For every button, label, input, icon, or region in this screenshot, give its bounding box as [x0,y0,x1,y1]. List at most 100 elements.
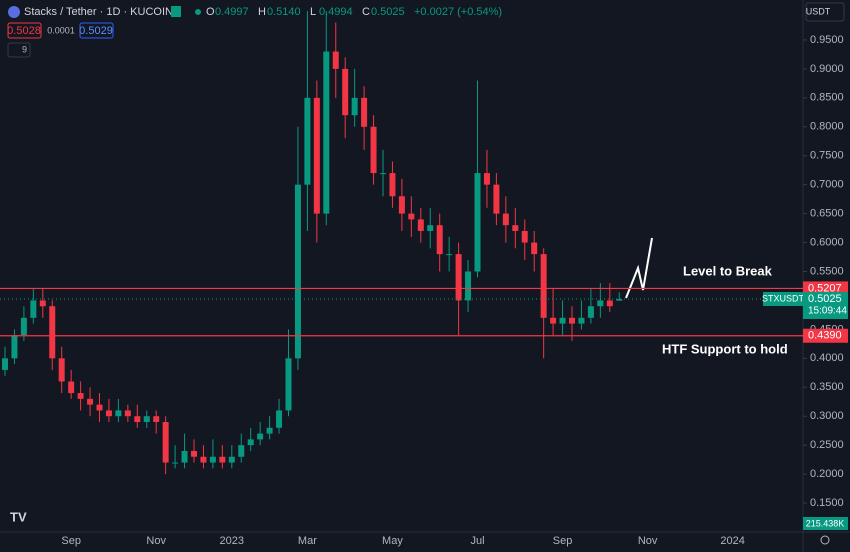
candle-body [266,427,273,434]
candle-body [134,416,141,423]
symbol-label: STXUSDT [762,293,805,303]
candle-body [20,317,27,336]
ohlc-value: 0.5140 [267,6,301,18]
market-flag[interactable] [171,6,181,17]
candle-body [455,254,462,301]
indicators-toggle[interactable] [7,42,31,58]
candle-body [96,404,103,411]
y-tick-label: 0.9000 [810,63,844,75]
ohlc-value: 0.4994 [319,6,353,18]
candle-body [380,173,386,175]
y-tick-label: 0.1500 [810,497,844,509]
indicators-count[interactable]: 9 [22,44,27,54]
level-tag [803,328,848,343]
symbol-title: Stacks / Tether · 1D · KUCOIN [24,6,173,18]
candle-body [550,317,557,324]
y-tick-label: 0.3500 [810,381,844,393]
candle-body [502,213,509,226]
candle-body [351,97,358,116]
ohlc-value: 0.4997 [215,6,249,18]
level-label: 0.4390 [808,330,842,342]
candle-body [30,300,37,318]
candle-body [493,184,500,214]
candle-body [162,422,169,463]
candle-body [521,230,528,243]
x-tick-label: Sep [61,535,81,547]
candle-body [77,393,84,399]
candle-body [483,173,490,185]
candle-body [39,300,46,307]
candle-body [540,254,547,318]
candle-body [427,225,434,231]
candle-body [294,184,301,359]
y-tick-label: 0.7500 [810,150,844,162]
candle-body [11,335,18,359]
candle-body [332,51,339,69]
ohlc-key: C [362,6,370,18]
settings-button[interactable] [820,535,830,545]
x-tick-label: Nov [638,535,658,547]
currency-button[interactable] [805,2,845,22]
candle-body [228,456,235,463]
y-tick-label: 0.6500 [810,208,844,220]
candle-body [342,68,349,116]
candle-body [276,410,283,428]
candle-body [597,300,604,307]
ohlc-key: H [258,6,266,18]
candle-body [105,410,112,417]
buy-price[interactable]: 0.5029 [79,25,113,37]
candle-body [531,242,538,255]
candle-body [238,445,245,457]
y-tick-label: 0.7000 [810,179,844,191]
spread: 0.0001 [47,25,75,35]
x-tick-label: Sep [553,535,573,547]
candle-body [606,300,613,307]
y-tick-label: 0.6000 [810,236,844,248]
candle-body [559,317,566,324]
candle-body [87,398,94,405]
y-tick-label: 0.8500 [810,92,844,104]
last-price-tag [803,291,848,319]
candle-body [49,306,56,359]
candle-body [474,173,481,272]
level-label: 0.5207 [808,282,842,294]
candle-body [115,410,122,417]
sell-price[interactable]: 0.5028 [7,25,41,37]
candle-body [465,271,472,301]
x-tick-label: Mar [298,535,317,547]
y-tick-label: 0.8000 [810,121,844,133]
x-tick-label: 2024 [720,535,744,547]
drawn-arrow [625,237,653,299]
x-tick-label: 2023 [220,535,244,547]
buy-box[interactable] [79,22,114,39]
candle-body [569,317,575,324]
sell-box[interactable] [7,22,42,39]
x-tick-label: May [382,535,403,547]
candle-body [247,439,254,446]
candle-body [143,416,150,423]
y-tick-label: 0.5500 [810,265,844,277]
last-price: 0.5025 [808,293,842,305]
candle-body [181,450,188,463]
change: +0.0027 (+0.54%) [414,6,502,18]
candle-body [285,358,292,411]
candle-body [436,225,443,255]
candle-body [172,462,179,464]
candle-body [446,254,453,256]
ohlc-key: L [310,6,316,18]
candle-body [408,213,415,220]
candle-body [58,358,65,382]
candle-body [209,456,216,463]
candle-body [153,416,160,423]
currency[interactable]: USDT [806,6,831,16]
symbol-tag [763,291,803,306]
symbol-icon [8,6,20,18]
candle-body [417,219,424,231]
candle-body [191,450,197,457]
candle-body [616,298,623,301]
x-tick-label: Jul [470,535,484,547]
y-tick-label: 0.3000 [810,410,844,422]
